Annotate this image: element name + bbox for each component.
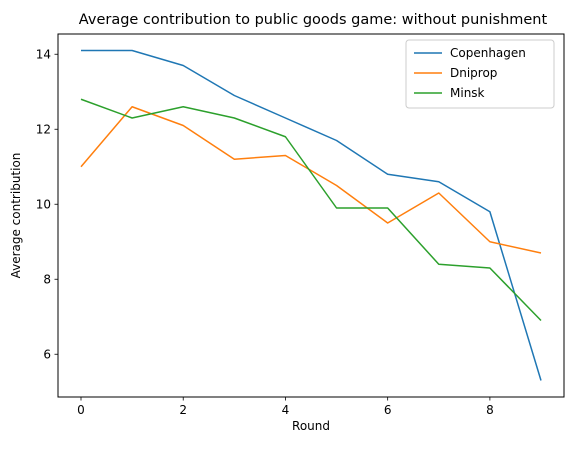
x-axis-label: Round [292, 419, 330, 433]
y-tick-label: 12 [36, 122, 51, 136]
chart-title: Average contribution to public goods gam… [79, 12, 548, 28]
series-line-minsk [80, 98, 542, 322]
x-tick-label: 4 [282, 403, 290, 417]
legend-entry-label: Minsk [450, 86, 485, 100]
y-tick-label: 6 [43, 347, 51, 361]
series-line-copenhagen [81, 49, 542, 381]
series-layer [80, 49, 542, 381]
y-tick-label: 10 [36, 197, 51, 211]
legend-entry-label: Copenhagen [450, 46, 526, 60]
plot-area-frame [57, 33, 565, 398]
y-axis-label: Average contribution [9, 153, 23, 279]
x-tick-label: 6 [384, 403, 392, 417]
legend-box [405, 39, 555, 109]
y-tick-label: 8 [43, 272, 51, 286]
legend-entry-label: Dniprop [450, 66, 497, 80]
legend: Copenhagen Dniprop Minsk [405, 39, 555, 109]
y-tick-label: 14 [36, 47, 51, 61]
series-line-dniprop [80, 106, 542, 254]
x-tick-label: 0 [77, 403, 85, 417]
x-tick-label: 2 [179, 403, 187, 417]
ticks-layer: 0 2 4 6 8 6 8 10 12 14 [36, 47, 494, 417]
x-tick-label: 8 [486, 403, 494, 417]
